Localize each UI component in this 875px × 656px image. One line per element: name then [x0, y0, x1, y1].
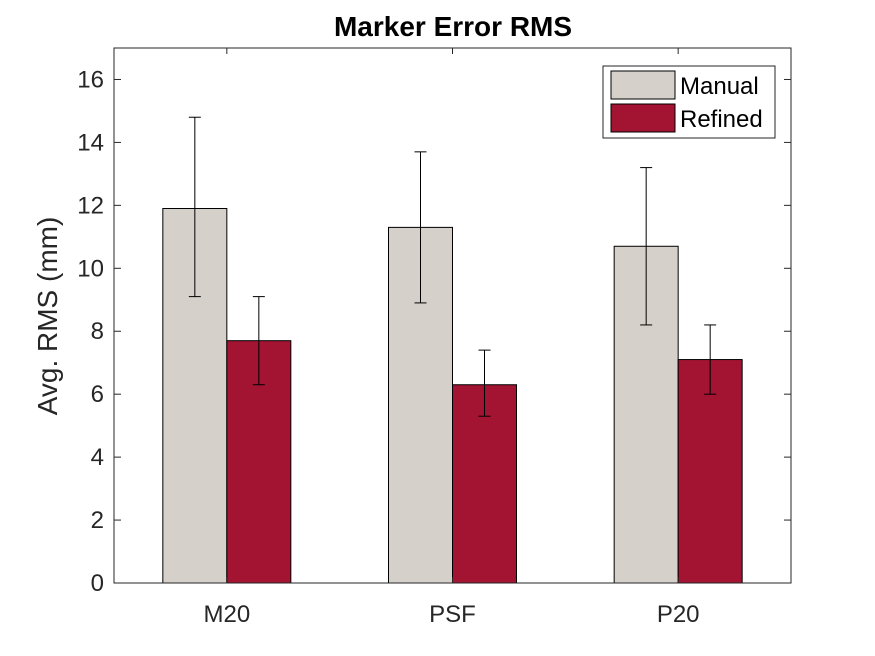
y-axis-label: Avg. RMS (mm): [32, 217, 63, 416]
legend: Manual Refined: [602, 65, 776, 139]
chart-title: Marker Error RMS: [334, 11, 572, 42]
axes-frame: [113, 47, 792, 584]
y-tick-label: 2: [91, 507, 104, 534]
y-tick-label: 16: [77, 66, 104, 93]
y-tick-label: 6: [91, 381, 104, 408]
legend-label-manual: Manual: [680, 73, 759, 100]
x-tick-label: P20: [657, 601, 700, 628]
legend-swatch-refined: [610, 103, 676, 133]
x-tick-label: PSF: [429, 601, 476, 628]
y-tick-label: 10: [77, 255, 104, 282]
y-tick-label: 4: [91, 444, 104, 471]
legend-swatch-manual: [610, 70, 676, 100]
y-tick-label: 12: [77, 192, 104, 219]
x-tick-label: M20: [203, 601, 250, 628]
legend-label-refined: Refined: [680, 106, 763, 133]
y-tick-label: 0: [91, 570, 104, 597]
plot-area: M20 PSF P20 0 2 4 6 8 10 12 14 16: [77, 47, 792, 628]
y-tick-label: 8: [91, 318, 104, 345]
y-tick-label: 14: [77, 129, 104, 156]
bar-refined-psf: [452, 384, 517, 584]
